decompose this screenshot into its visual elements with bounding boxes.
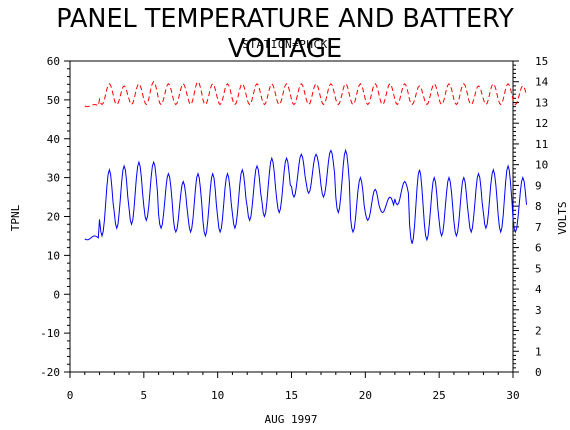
y-left-tick-label: -20 xyxy=(40,366,60,379)
y-right-tick-label: 13 xyxy=(535,96,548,109)
y-left-tick-label: 60 xyxy=(47,55,60,68)
y-left-tick-label: -10 xyxy=(40,327,60,340)
y-right-tick-label: 3 xyxy=(535,304,542,317)
y-right-tick-label: 10 xyxy=(535,159,548,172)
temperature-series-line xyxy=(84,148,527,244)
y-right-tick-label: 5 xyxy=(535,262,542,275)
x-axis-label: AUG 1997 xyxy=(265,413,318,426)
plot-frame xyxy=(69,60,514,373)
y-right-tick-label: 15 xyxy=(535,55,548,68)
y-axis-label-right: VOLTS xyxy=(556,201,569,234)
y-right-tick-label: 0 xyxy=(535,366,542,379)
y-right-tick-label: 7 xyxy=(535,221,542,234)
x-tick-label: 10 xyxy=(211,389,224,402)
y-left-tick-label: 50 xyxy=(47,94,60,107)
y-axis-left: -20 -10 0 10 20 30 40 50 60 xyxy=(40,55,70,379)
y-left-tick-label: 10 xyxy=(47,249,60,262)
y-right-tick-label: 6 xyxy=(535,242,542,255)
x-tick-label: 5 xyxy=(141,389,148,402)
x-tick-label: 0 xyxy=(67,389,74,402)
x-tick-label: 20 xyxy=(359,389,372,402)
y-right-tick-label: 11 xyxy=(535,138,548,151)
y-right-tick-label: 1 xyxy=(535,345,542,358)
chart-subtitle: STATION=PHCK xyxy=(242,38,328,51)
y-right-tick-label: 2 xyxy=(535,325,542,338)
series-layer xyxy=(84,80,527,244)
y-right-tick-label: 14 xyxy=(535,76,549,89)
x-tick-label: 15 xyxy=(285,389,298,402)
y-right-tick-label: 8 xyxy=(535,200,542,213)
x-tick-label: 25 xyxy=(433,389,446,402)
y-right-tick-label: 4 xyxy=(535,283,542,296)
y-right-tick-label: 9 xyxy=(535,179,542,192)
y-left-tick-label: 0 xyxy=(53,288,60,301)
voltage-series-line xyxy=(84,80,527,108)
x-axis: 0 5 10 15 20 25 30 xyxy=(67,372,520,402)
y-left-tick-label: 40 xyxy=(47,133,60,146)
x-tick-label: 30 xyxy=(506,389,519,402)
y-left-tick-label: 30 xyxy=(47,172,60,185)
y-right-tick-label: 12 xyxy=(535,117,548,130)
y-left-tick-label: 20 xyxy=(47,211,60,224)
chart-title: PANEL TEMPERATURE AND BATTERY VOLTAGE xyxy=(56,4,514,64)
y-axis-label-left: TPNL xyxy=(9,204,22,231)
